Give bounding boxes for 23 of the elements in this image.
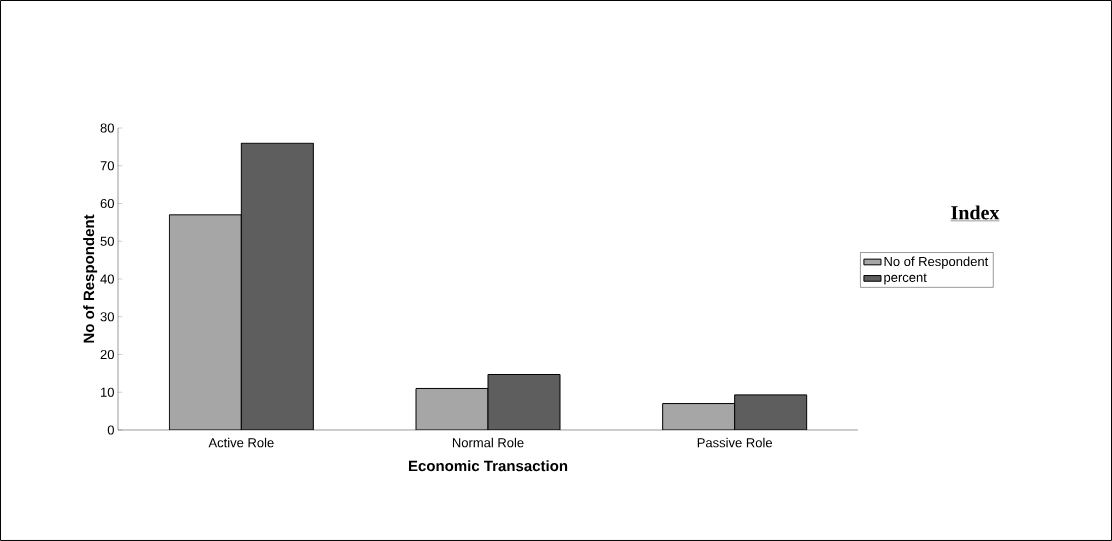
x-tick-label: Active Role bbox=[208, 437, 274, 448]
y-tick-label: 50 bbox=[100, 236, 114, 246]
y-axis-title: No of Respondent bbox=[83, 214, 98, 343]
bar bbox=[168, 214, 242, 430]
bar bbox=[487, 374, 561, 430]
bar bbox=[662, 403, 736, 430]
y-tick-label: 70 bbox=[100, 161, 114, 171]
y-tick-label: 60 bbox=[100, 198, 114, 209]
y-tick-label: 20 bbox=[100, 349, 114, 360]
legend-title: Index bbox=[951, 205, 1000, 220]
legend-label: No of Respondent bbox=[884, 256, 989, 269]
y-tick-label: 0 bbox=[107, 425, 114, 435]
bar bbox=[734, 394, 808, 430]
y-tick-label: 80 bbox=[100, 123, 114, 133]
x-tick-label: Passive Role bbox=[697, 437, 772, 448]
legend-label: percent bbox=[884, 273, 927, 285]
x-tick-label: Normal Role bbox=[452, 437, 524, 448]
bar bbox=[415, 387, 489, 430]
y-tick-label: 40 bbox=[100, 274, 114, 284]
y-tick-label: 30 bbox=[100, 312, 114, 322]
y-tick-label: 10 bbox=[101, 387, 114, 397]
bar bbox=[240, 142, 314, 430]
x-axis-title: Economic Transaction bbox=[408, 460, 568, 472]
